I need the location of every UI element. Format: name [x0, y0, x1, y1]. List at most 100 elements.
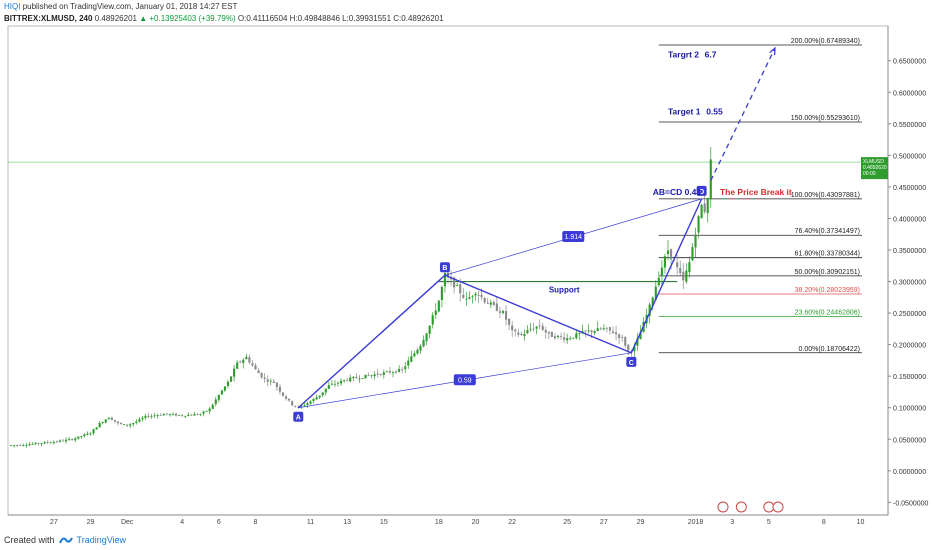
candle-body	[71, 439, 74, 441]
candle-body	[306, 403, 309, 405]
candle-body	[526, 329, 529, 334]
candle-body	[679, 267, 682, 274]
candle-body	[309, 401, 312, 404]
candle-body	[254, 365, 257, 370]
candle-body	[648, 304, 651, 316]
candle-body	[55, 441, 58, 443]
candle-body	[294, 405, 297, 407]
candle-body	[660, 267, 663, 276]
candle-body	[657, 277, 660, 286]
candle-body	[398, 368, 401, 372]
x-tick-label: 4	[180, 519, 184, 526]
candle-body	[74, 438, 77, 441]
candle-body	[569, 338, 572, 340]
candle-body	[58, 440, 62, 442]
candle-body	[504, 311, 508, 320]
candle-body	[107, 417, 110, 420]
candle-body	[443, 273, 447, 287]
candle-body	[358, 378, 361, 380]
support-label: Support	[549, 286, 580, 295]
candle-body	[538, 325, 541, 327]
price-break-label: The Price Break it	[720, 187, 792, 197]
candle-body	[404, 366, 407, 370]
candle-body	[272, 381, 275, 384]
current-price-badge	[861, 157, 888, 180]
event-flag-icon	[717, 501, 729, 513]
candle-body	[156, 415, 159, 416]
candle-body	[651, 297, 654, 306]
candle-body	[587, 330, 590, 332]
candle-body	[474, 293, 477, 296]
projection-arrow-line	[710, 47, 776, 181]
candle-body	[193, 414, 196, 416]
candle-body	[95, 427, 98, 430]
candle-body	[178, 414, 181, 416]
candle-body	[685, 270, 688, 282]
candle-body	[34, 442, 37, 445]
projection-arrow-head	[769, 46, 776, 56]
tradingview-brand[interactable]: TradingView	[76, 535, 127, 545]
candle-body	[324, 388, 327, 393]
candle-body	[208, 408, 211, 412]
candle-body	[312, 398, 315, 402]
price-change: ▲ +0.13925403 (+39.79%)	[139, 14, 236, 23]
candle-body	[257, 370, 260, 374]
candle-body	[113, 419, 117, 422]
candle-body	[465, 298, 468, 300]
candle-body	[336, 382, 340, 384]
candle-body	[422, 339, 425, 347]
candle-body	[233, 368, 236, 377]
candle-body	[578, 333, 581, 334]
candle-body	[611, 331, 615, 334]
x-tick-label: Dec	[121, 519, 134, 526]
candle-body	[407, 360, 410, 366]
candle-body	[621, 336, 624, 338]
fib-level-label: 0.00%(0.18706422)	[799, 346, 861, 353]
candle-body	[43, 442, 46, 444]
event-flag-icon	[763, 501, 775, 513]
candle-body	[593, 331, 596, 333]
candle-body	[535, 326, 538, 329]
candle-body	[663, 256, 667, 268]
x-tick-label: 8	[822, 519, 826, 526]
candle-body	[245, 356, 248, 360]
candle-body	[483, 297, 486, 303]
candle-body	[315, 397, 318, 400]
point-b-label: B	[442, 265, 447, 272]
candle-body	[437, 300, 440, 312]
candle-body	[196, 414, 199, 415]
author-link[interactable]: HIQI	[4, 2, 21, 11]
y-tick-label: 0.6000000	[893, 90, 926, 97]
x-tick-label: 18	[435, 519, 443, 526]
candle-body	[190, 414, 193, 416]
point-d-marker	[696, 185, 707, 196]
candle-body	[153, 415, 156, 417]
candle-body	[376, 373, 379, 375]
candle-body	[9, 445, 13, 447]
y-tick-label: 0.4500000	[893, 185, 926, 192]
candle-body	[229, 376, 233, 382]
x-tick-label: 13	[343, 519, 351, 526]
candle-body	[425, 333, 428, 342]
fib-level-label: 100.00%(0.43097881)	[791, 192, 860, 199]
candle-body	[544, 329, 547, 333]
y-tick-label: 0.1500000	[893, 374, 926, 381]
candle-body	[284, 396, 288, 399]
candle-body	[165, 413, 168, 415]
candle-body	[214, 399, 217, 405]
fib-level-label: 200.00%(0.67489340)	[791, 38, 860, 45]
candle-body	[174, 413, 178, 416]
target2-label: Targrt 2	[668, 50, 699, 60]
ac-ratio-label-box	[453, 374, 476, 386]
x-tick-label: 6	[217, 519, 221, 526]
fib-level-label: 38.20%(0.28023959)	[795, 287, 860, 294]
candle-body	[608, 327, 612, 331]
candle-body	[370, 375, 373, 377]
last-price: 0.48926201	[94, 14, 137, 23]
candle-body	[636, 338, 639, 346]
candle-body	[327, 385, 330, 389]
candle-body	[385, 371, 388, 373]
candle-body	[251, 363, 254, 366]
candle-body	[40, 443, 43, 445]
